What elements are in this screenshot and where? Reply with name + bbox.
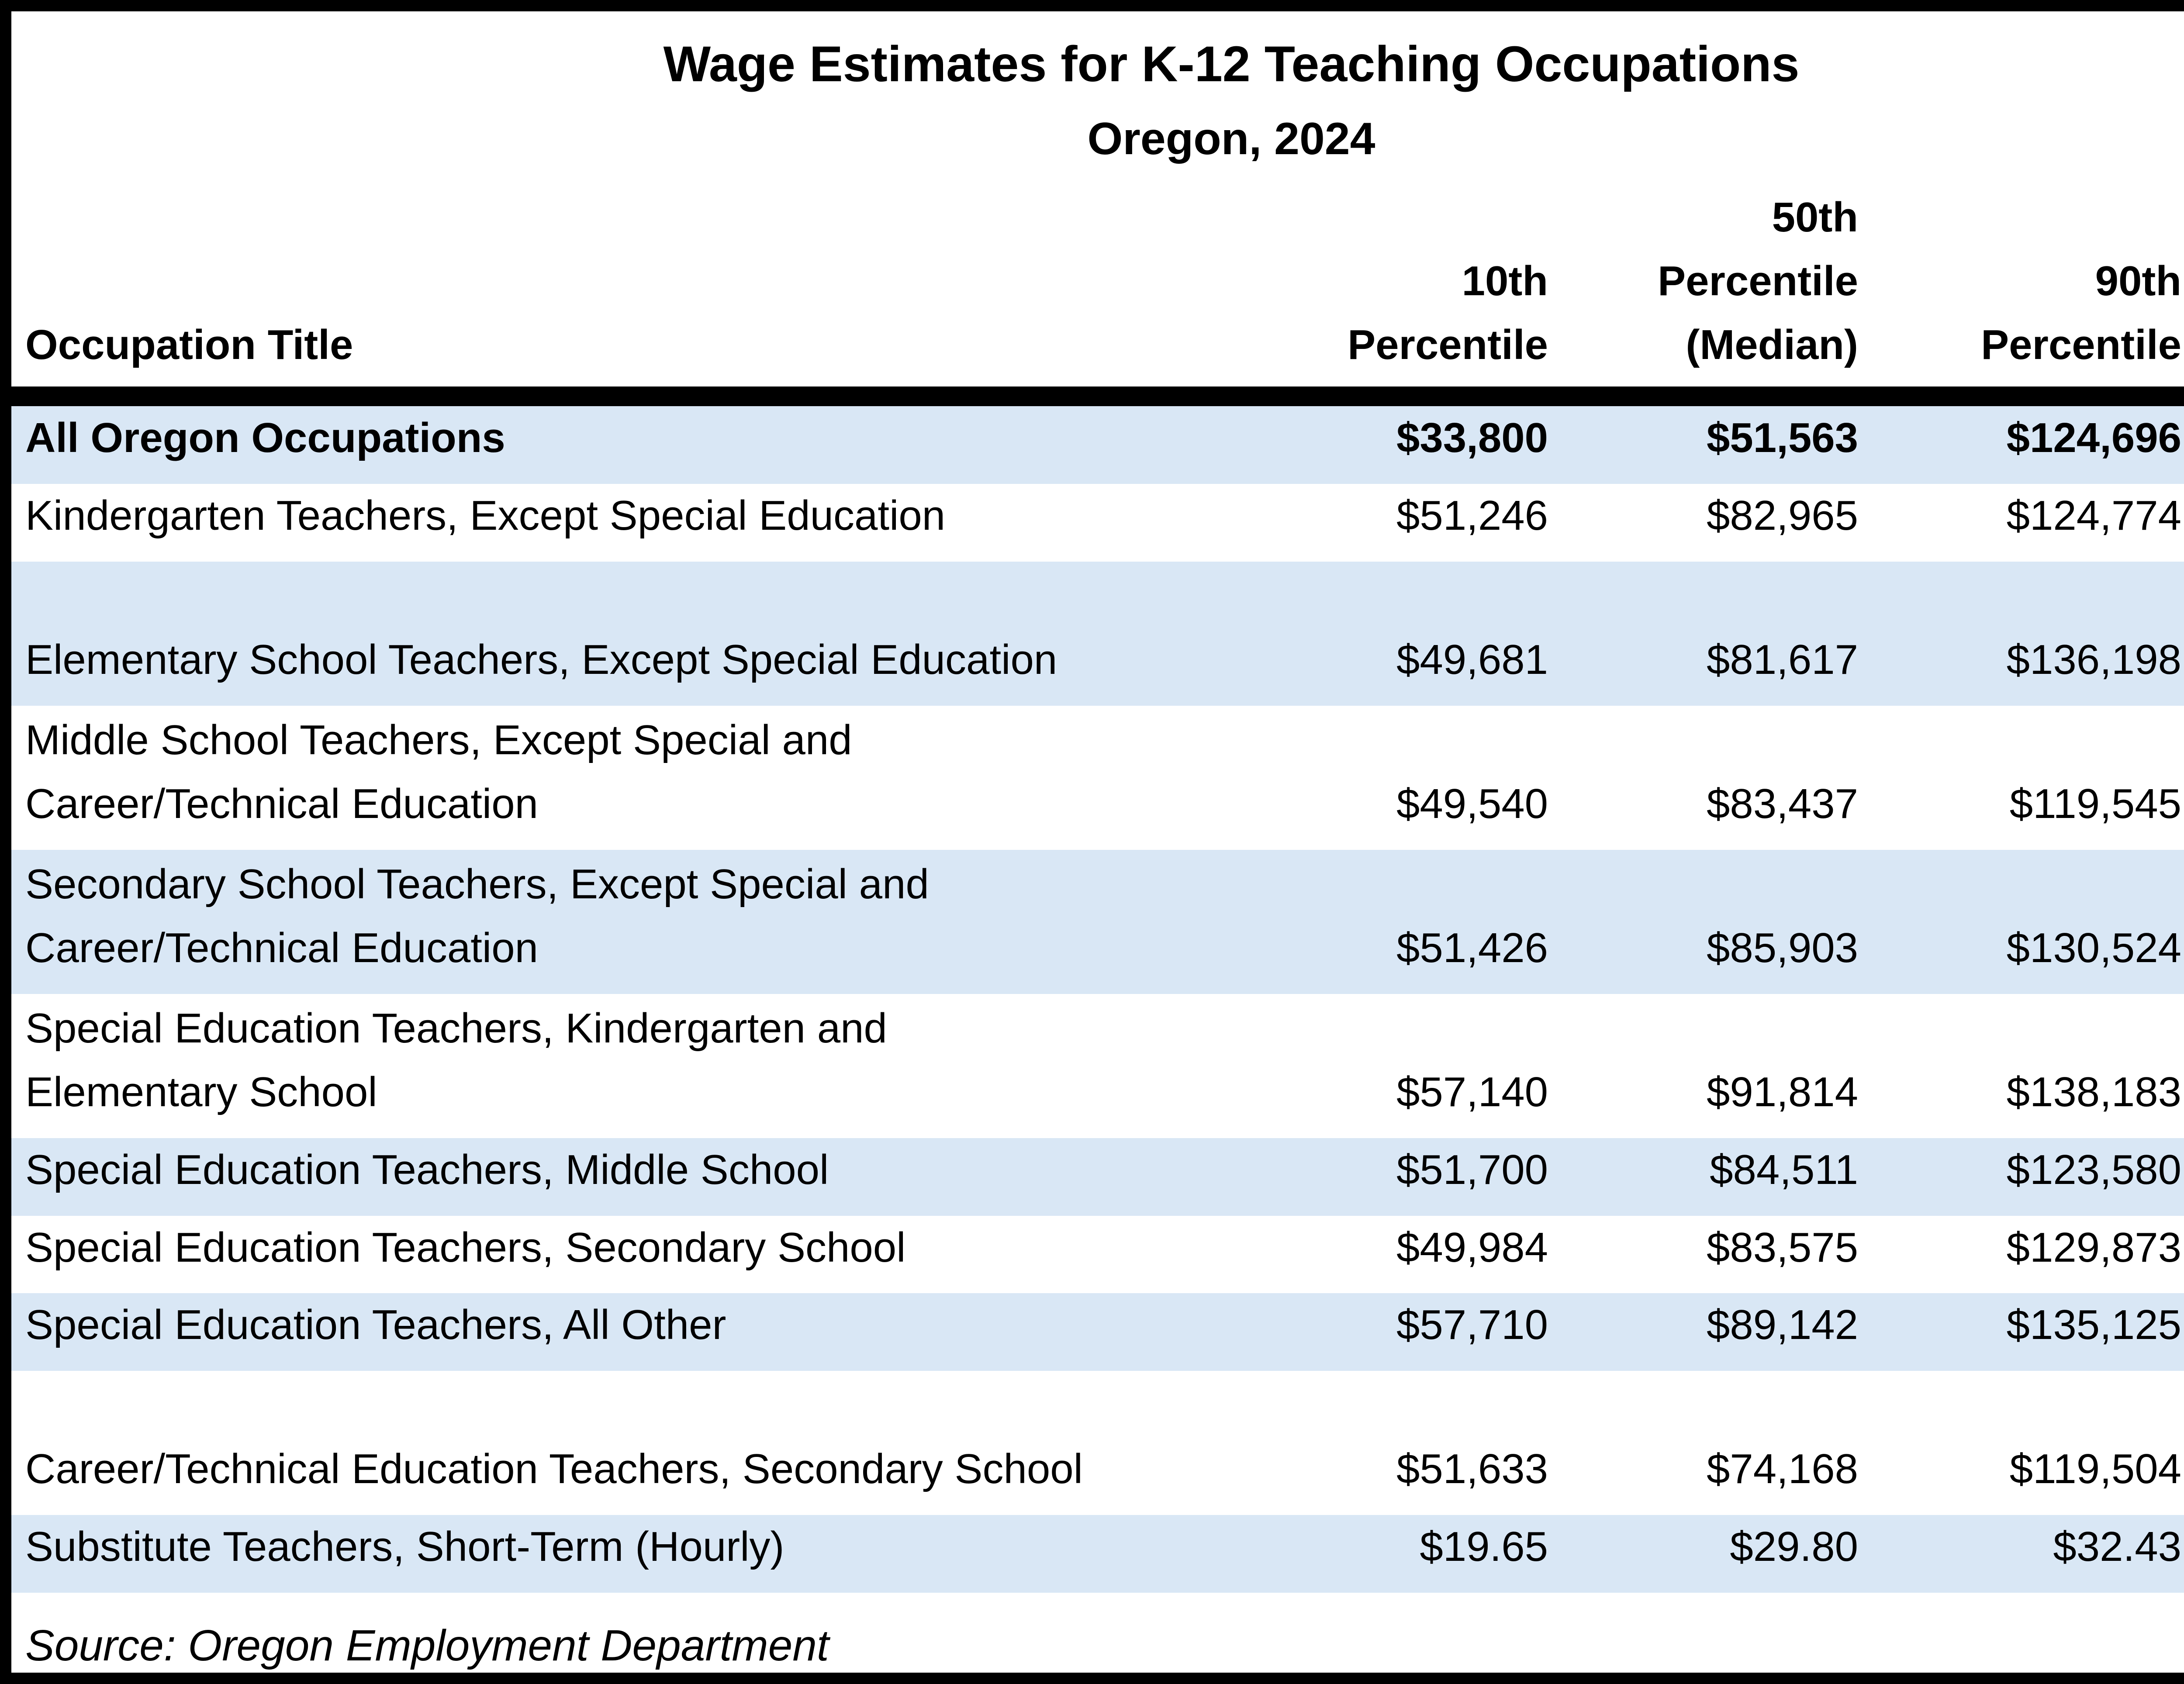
p10-cell: $57,140 [1396, 1068, 1548, 1115]
p90-cell: $130,524 [2006, 924, 2181, 971]
p50-cell: $82,965 [1706, 492, 1858, 539]
p50-cell: $89,142 [1706, 1301, 1858, 1349]
occupation-cell: Special Education Teachers, All Other [25, 1301, 726, 1349]
p50-cell: $91,814 [1706, 1068, 1858, 1115]
occupation-cell: Substitute Teachers, Short-Term (Hourly) [25, 1523, 784, 1570]
occupation-cell: Kindergarten Teachers, Except Special Ed… [25, 492, 946, 539]
p90-cell: $136,198 [2006, 636, 2181, 683]
table-row-sped-middle: Special Education Teachers, Middle Schoo… [11, 1138, 2184, 1216]
title-block: Wage Estimates for K-12 Teaching Occupat… [11, 11, 2184, 169]
header-row: Occupation Title 10th Percentile 50th Pe… [11, 186, 2184, 406]
p10-cell: $49,681 [1396, 636, 1548, 683]
page-title: Wage Estimates for K-12 Teaching Occupat… [663, 36, 1800, 92]
p90-cell: $124,774 [2006, 492, 2181, 539]
occupation-cell: All Oregon Occupations [25, 414, 505, 461]
p90-cell: $135,125 [2006, 1301, 2181, 1349]
table-row-kindergarten: Kindergarten Teachers, Except Special Ed… [11, 484, 2184, 562]
p50-cell: $51,563 [1706, 414, 1858, 461]
p50-cell: $29.80 [1730, 1523, 1858, 1570]
p50-cell: $74,168 [1706, 1446, 1858, 1493]
p50-cell: $83,575 [1706, 1224, 1858, 1271]
table-row-all-oregon: All Oregon Occupations $33,800 $51,563 $… [11, 396, 2184, 484]
col-header-10th-percentile: 10th Percentile [1114, 186, 1564, 406]
p10-cell: $51,246 [1396, 492, 1548, 539]
p10-cell: $49,540 [1396, 780, 1548, 827]
p50-cell: $84,511 [1710, 1146, 1858, 1193]
p10-cell: $51,700 [1396, 1146, 1548, 1193]
table-row-middle-school: Middle School Teachers, Except Special a… [11, 706, 2184, 850]
p90-cell: $124,696 [2006, 414, 2181, 461]
p50-cell: $83,437 [1706, 780, 1858, 827]
p90-cell: $138,183 [2006, 1068, 2181, 1115]
p90-cell: $119,545 [2009, 780, 2181, 827]
p50-cell: $81,617 [1706, 636, 1858, 683]
occupation-cell: Elementary School Teachers, Except Speci… [25, 636, 1057, 683]
table-row-secondary-school: Secondary School Teachers, Except Specia… [11, 849, 2184, 994]
occupation-cell: Special Education Teachers, Kindergarten… [25, 1004, 887, 1115]
table-row-career-technical: Career/Technical Education Teachers, Sec… [11, 1371, 2184, 1515]
wage-table: Occupation Title 10th Percentile 50th Pe… [11, 186, 2184, 1593]
table-row-sped-all-other: Special Education Teachers, All Other $5… [11, 1293, 2184, 1371]
p10-cell: $19.65 [1420, 1523, 1548, 1570]
p90-cell: $119,504 [2009, 1446, 2181, 1493]
occupation-cell: Secondary School Teachers, Except Specia… [25, 860, 929, 971]
occupation-cell: Middle School Teachers, Except Special a… [25, 716, 852, 827]
p10-cell: $51,633 [1396, 1446, 1548, 1493]
p10-cell: $51,426 [1396, 924, 1548, 971]
p10-cell: $57,710 [1396, 1301, 1548, 1349]
source-note: Source: Oregon Employment Department [25, 1621, 829, 1670]
p10-cell: $49,984 [1396, 1224, 1548, 1271]
occupation-cell: Special Education Teachers, Middle Schoo… [25, 1146, 829, 1193]
p90-cell: $123,580 [2006, 1146, 2181, 1193]
table-row-elementary: Elementary School Teachers, Except Speci… [11, 561, 2184, 706]
table-row-sped-secondary: Special Education Teachers, Secondary Sc… [11, 1216, 2184, 1294]
p90-cell: $129,873 [2006, 1224, 2181, 1271]
col-header-50th-percentile: 50th Percentile (Median) [1564, 186, 1874, 406]
col-header-90th-percentile: 90th Percentile [1874, 186, 2184, 406]
occupation-cell: Career/Technical Education Teachers, Sec… [25, 1446, 1083, 1493]
occupation-cell: Special Education Teachers, Secondary Sc… [25, 1224, 906, 1271]
p50-cell: $85,903 [1706, 924, 1858, 971]
table-row-sped-kindergarten-elementary: Special Education Teachers, Kindergarten… [11, 994, 2184, 1138]
p10-cell: $33,800 [1396, 414, 1548, 461]
col-header-occupation: Occupation Title [11, 186, 1114, 406]
p90-cell: $32.43 [2053, 1523, 2181, 1570]
page-subtitle: Oregon, 2024 [1087, 113, 1375, 164]
table-row-substitute: Substitute Teachers, Short-Term (Hourly)… [11, 1515, 2184, 1593]
